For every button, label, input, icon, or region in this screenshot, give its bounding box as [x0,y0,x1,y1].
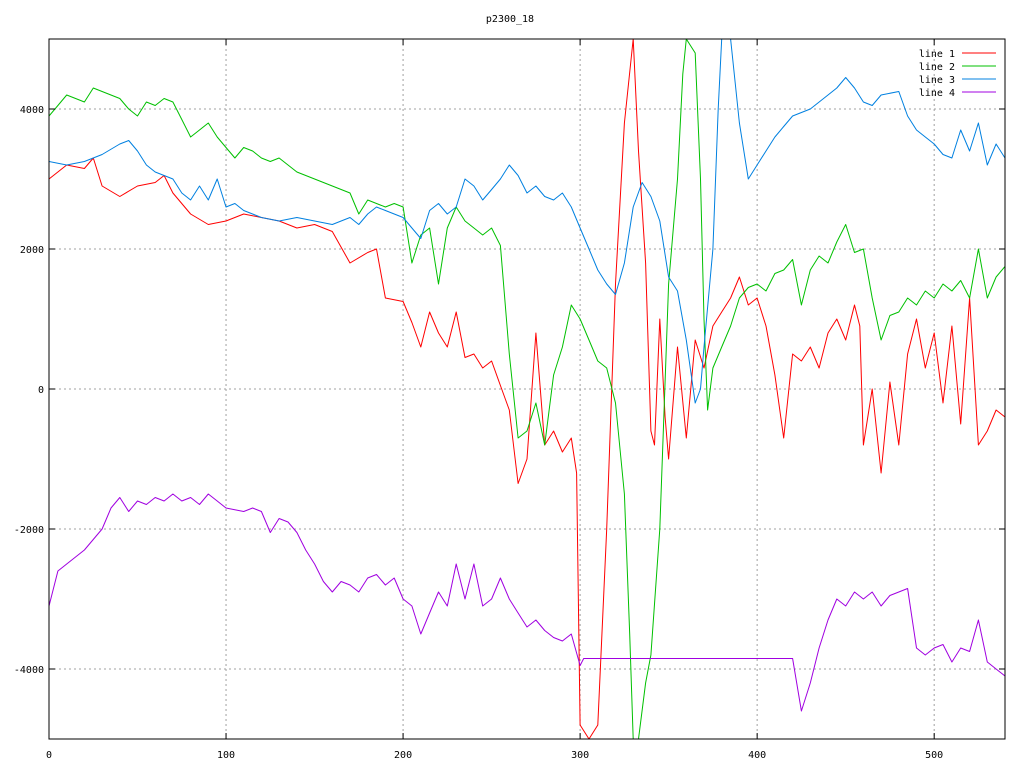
x-tick-label: 500 [925,750,943,761]
legend-label-1: line 1 [919,49,955,60]
series-line-3 [49,39,1005,404]
x-tick-label: 300 [571,750,589,761]
legend: line 1 line 2 line 3 line 4 [919,49,996,99]
legend-label-4: line 4 [919,88,955,99]
y-tick-label: 0 [38,385,44,396]
grid [49,39,1005,739]
legend-label-3: line 3 [919,75,955,86]
x-tick-label: 0 [46,750,52,761]
axes: 0 100 200 300 400 500 -4000 -2000 0 2000 4000 [14,38,1006,761]
x-tick-label: 100 [217,750,235,761]
x-tick-label: 200 [394,750,412,761]
series-line-2 [49,39,1005,739]
y-tick-label: 4000 [20,105,44,116]
series-line-4 [49,493,1005,712]
legend-label-2: line 2 [919,62,955,73]
y-tick-label: 2000 [20,245,44,256]
series-lines [49,39,1005,739]
chart-title: p2300_18 [486,14,534,25]
series-line-1 [49,39,1005,739]
y-tick-label: -4000 [14,665,44,676]
y-tick-label: -2000 [14,525,44,536]
x-tick-label: 400 [748,750,766,761]
